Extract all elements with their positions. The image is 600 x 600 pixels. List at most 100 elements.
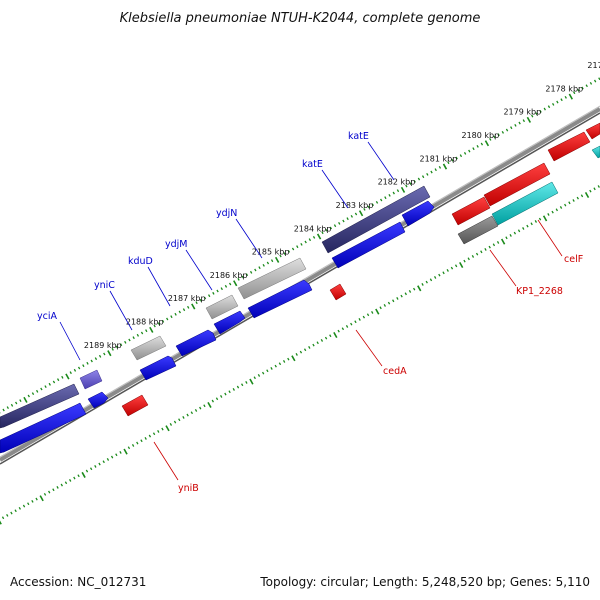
inner-major-tick: [81, 471, 86, 478]
outer-minor-tick: [455, 156, 458, 160]
inner-minor-tick: [526, 224, 529, 228]
gene-label-cedA[interactable]: cedA: [383, 366, 407, 377]
outer-minor-tick: [94, 357, 98, 361]
outer-minor-tick: [476, 144, 479, 148]
gene-block-yniC-small[interactable]: [79, 369, 103, 390]
inner-minor-tick: [329, 334, 332, 338]
inner-minor-tick: [454, 264, 458, 268]
cds-arrow-right-1[interactable]: [547, 131, 591, 162]
inner-minor-tick: [215, 397, 219, 401]
gene-block-ydjN[interactable]: [237, 257, 307, 300]
cds-arrow-ydjM-1[interactable]: [175, 329, 217, 357]
gene-block-right-edge[interactable]: [591, 145, 600, 159]
outer-minor-tick: [589, 81, 593, 85]
leader-yniC: [109, 290, 133, 331]
outer-minor-tick: [463, 151, 467, 155]
gene-block-celF[interactable]: [491, 181, 559, 226]
outer-minor-tick: [451, 158, 454, 162]
gene-label-yciA[interactable]: yciA: [37, 311, 57, 322]
outer-minor-tick: [367, 205, 370, 209]
outer-minor-tick: [216, 289, 219, 293]
cds-arrow-yniC[interactable]: [87, 391, 109, 409]
gene-label-katE-1[interactable]: katE: [302, 159, 323, 170]
gene-block-yciA[interactable]: [0, 383, 80, 429]
inner-minor-tick: [157, 430, 160, 433]
cds-arrow-katE-1[interactable]: [331, 221, 406, 269]
cds-arrow-katE-2[interactable]: [401, 200, 435, 227]
gene-label-yniB[interactable]: yniB: [178, 483, 199, 494]
outer-minor-tick: [472, 147, 475, 151]
cds-arrow-ydjM-2[interactable]: [213, 310, 246, 335]
forward-gene-track: [0, 185, 431, 429]
cds-arrow-right-2[interactable]: [585, 122, 600, 140]
inner-minor-tick: [429, 278, 433, 282]
gene-label-yniC[interactable]: yniC: [94, 280, 115, 291]
outer-minor-tick: [56, 378, 60, 382]
inner-major-tick: [459, 261, 464, 268]
outer-minor-tick: [384, 196, 387, 200]
inner-minor-tick: [270, 367, 273, 370]
inner-major-tick: [207, 401, 212, 408]
gene-label-ydjN[interactable]: ydjN: [216, 208, 237, 219]
inner-minor-tick: [169, 423, 173, 426]
outer-minor-tick: [346, 217, 349, 221]
outer-major-tick: [484, 140, 490, 147]
inner-minor-tick: [572, 199, 575, 202]
gene-block-ydjM[interactable]: [205, 294, 239, 320]
inner-minor-tick: [484, 248, 487, 251]
inner-minor-tick: [85, 469, 89, 473]
gene-block-kduD[interactable]: [130, 335, 167, 361]
inner-minor-tick: [119, 451, 122, 454]
outer-minor-tick: [430, 170, 433, 174]
outer-major-tick: [400, 186, 406, 193]
gene-label-ydjM[interactable]: ydjM: [165, 239, 188, 250]
cds-arrow-yciA[interactable]: [0, 402, 87, 454]
inner-minor-tick: [303, 348, 307, 352]
cds-arrow-ydjN[interactable]: [247, 279, 313, 319]
gene-label-katE-2[interactable]: katE: [348, 131, 369, 142]
inner-minor-tick: [110, 455, 114, 459]
inner-minor-tick: [194, 409, 198, 412]
inner-minor-tick: [232, 388, 235, 391]
inner-minor-tick: [580, 194, 584, 198]
outer-minor-tick: [119, 343, 123, 347]
inner-minor-tick: [316, 341, 319, 345]
cds-arrow-yniB[interactable]: [121, 394, 149, 417]
label-leaders: [59, 141, 563, 481]
inner-minor-tick: [320, 339, 324, 342]
outer-minor-tick: [329, 226, 333, 230]
outer-minor-tick: [111, 347, 114, 351]
outer-minor-tick: [10, 403, 14, 407]
outer-major-tick: [107, 350, 112, 357]
outer-minor-tick: [73, 368, 77, 372]
cds-arrow-KP1-2268-b[interactable]: [483, 162, 551, 207]
inner-minor-tick: [350, 322, 353, 326]
inner-minor-tick: [371, 311, 374, 314]
outer-minor-tick: [86, 361, 89, 365]
inner-minor-tick: [52, 488, 55, 492]
outer-minor-tick: [518, 121, 521, 125]
gene-label-celF[interactable]: celF: [564, 254, 583, 265]
outer-minor-tick: [505, 128, 509, 132]
cds-arrow-kduD[interactable]: [139, 355, 177, 381]
outer-minor-tick: [342, 219, 345, 223]
gene-label-KP1-2268[interactable]: KP1_2268: [516, 286, 563, 297]
inner-major-tick: [123, 448, 128, 455]
gene-label-kduD[interactable]: kduD: [128, 256, 153, 267]
inner-major-tick: [417, 285, 422, 292]
accession-text: Accession: NC_012731: [10, 575, 146, 589]
inner-minor-tick: [43, 492, 47, 496]
outer-minor-tick: [447, 161, 450, 165]
cds-arrow-cedA[interactable]: [329, 283, 347, 301]
inner-minor-tick: [413, 287, 416, 291]
cds-arrow-KP1-2268-a[interactable]: [451, 196, 491, 226]
gene-block-KP1-2268[interactable]: [457, 215, 499, 245]
kbp-tick-label: 2180 kbp: [462, 131, 500, 140]
outer-major-tick: [316, 233, 322, 240]
outer-minor-tick: [421, 175, 425, 179]
inner-minor-tick: [534, 220, 538, 223]
inner-minor-tick: [509, 234, 512, 237]
outer-minor-tick: [581, 86, 584, 90]
gene-block-katE[interactable]: [321, 185, 431, 254]
